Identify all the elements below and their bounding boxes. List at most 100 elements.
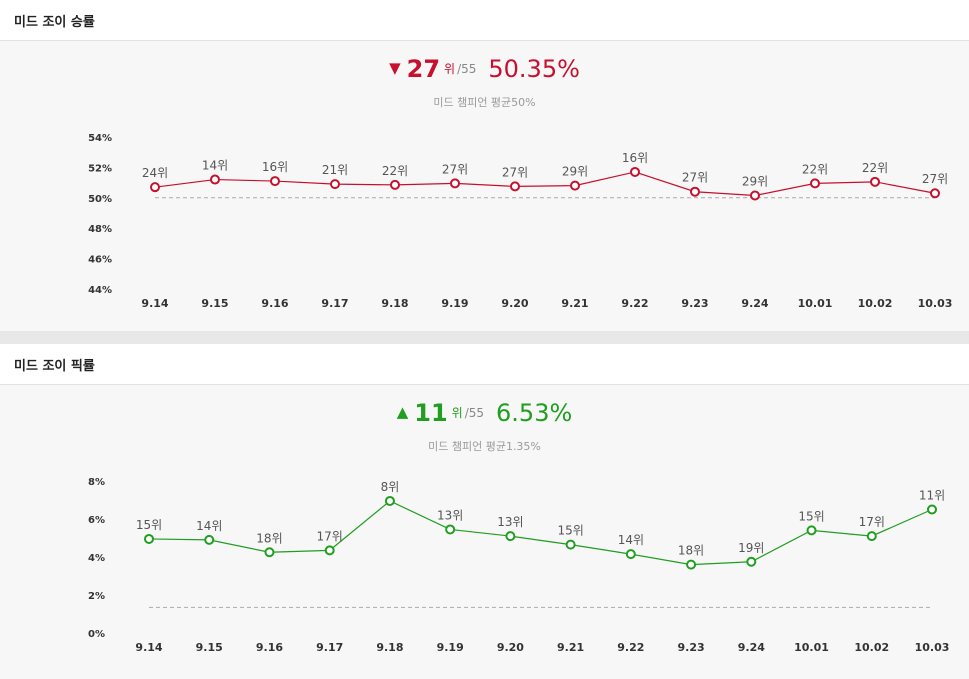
- data-point[interactable]: [927, 504, 937, 515]
- winrate-panel-header: 미드 조이 승률: [0, 0, 969, 41]
- pickrate-chart-area: ▲ 11 위/55 6.53% 미드 챔피언 평균1.35% 0% 2% 4% 6% 8% 9.…: [0, 385, 969, 679]
- rank-label: 19위: [738, 541, 764, 555]
- rank-label: 27위: [682, 171, 708, 185]
- data-point[interactable]: [570, 180, 580, 191]
- pickrate-value: 6.53%: [496, 399, 573, 427]
- rank-label: 27위: [502, 165, 528, 179]
- pickrate-panel: 미드 조이 픽률 ▲ 11 위/55 6.53% 미드 챔피언 평균1.35% 0% 2…: [0, 344, 969, 679]
- winrate-panel: 미드 조이 승률 ▼ 27 위/55 50.35% 미드 챔피언 평균50% 44% 4…: [0, 0, 969, 331]
- pickrate-rank: 11: [414, 399, 448, 427]
- data-point[interactable]: [144, 533, 154, 544]
- pickrate-line-chart: 0% 2% 4% 6% 8% 9.14 9.15 9.16 9.17 9.18 9.19 9.20 9.…: [88, 477, 950, 654]
- x-tick-label: 9.20: [497, 641, 524, 654]
- x-tick-label: 10.02: [858, 297, 893, 310]
- data-point[interactable]: [450, 178, 460, 189]
- x-tick-label: 9.24: [741, 297, 768, 310]
- data-point[interactable]: [630, 166, 640, 177]
- x-tick-label: 9.15: [201, 297, 228, 310]
- winrate-value: 50.35%: [488, 55, 580, 83]
- y-tick-label: 48%: [88, 224, 112, 235]
- rank-label: 13위: [497, 515, 523, 529]
- rank-label: 16위: [262, 160, 288, 174]
- rank-label: 18위: [256, 531, 282, 545]
- rank-label: 22위: [862, 161, 888, 175]
- winrate-chart-area: ▼ 27 위/55 50.35% 미드 챔피언 평균50% 44% 46% 48% 50% 5…: [0, 41, 969, 331]
- data-point[interactable]: [445, 524, 456, 535]
- data-point[interactable]: [210, 174, 220, 185]
- data-point[interactable]: [750, 190, 760, 201]
- x-tick-label: 9.19: [441, 297, 468, 310]
- pickrate-average-label: 미드 챔피언 평균1.35%: [428, 440, 541, 453]
- y-tick-label: 2%: [88, 591, 105, 602]
- series-line: [154, 171, 936, 197]
- data-point[interactable]: [870, 176, 880, 187]
- x-tick-label: 9.16: [261, 297, 288, 310]
- data-point[interactable]: [930, 188, 940, 199]
- data-point[interactable]: [330, 179, 340, 190]
- x-tick-label: 9.23: [681, 297, 708, 310]
- y-tick-label: 6%: [88, 515, 105, 526]
- rank-label: 22위: [802, 162, 828, 176]
- rank-up-icon: ▲: [396, 403, 409, 421]
- data-point[interactable]: [510, 181, 520, 192]
- winrate-rank-unit: 위: [444, 62, 456, 76]
- pickrate-rank-unit: 위: [451, 406, 463, 420]
- rank-label: 15위: [798, 509, 824, 523]
- rank-label: 24위: [142, 166, 168, 180]
- x-tick-label: 10.03: [915, 641, 950, 654]
- rank-label: 17위: [317, 529, 343, 543]
- x-tick-label: 9.22: [617, 641, 644, 654]
- rank-label: 8위: [381, 480, 400, 494]
- winrate-line-chart: 44% 46% 48% 50% 52% 54% 9.14 9.15 9.16 9.17 9.18 9.…: [88, 133, 952, 310]
- x-tick-label: 9.18: [381, 297, 408, 310]
- data-point[interactable]: [746, 556, 757, 567]
- x-tick-label: 9.24: [738, 641, 765, 654]
- rank-label: 27위: [442, 162, 468, 176]
- x-tick-label: 9.21: [561, 297, 588, 310]
- rank-label: 15위: [557, 524, 583, 538]
- data-point[interactable]: [806, 525, 817, 536]
- data-point[interactable]: [810, 178, 820, 189]
- data-point[interactable]: [686, 559, 697, 570]
- data-point[interactable]: [270, 176, 280, 187]
- winrate-panel-title: 미드 조이 승률: [14, 14, 95, 30]
- x-tick-label: 9.18: [376, 641, 403, 654]
- x-tick-label: 9.19: [437, 641, 464, 654]
- rank-label: 14위: [202, 159, 228, 173]
- rank-down-icon: ▼: [389, 59, 401, 77]
- rank-label: 13위: [437, 508, 463, 522]
- x-tick-label: 9.15: [196, 641, 223, 654]
- x-tick-label: 9.21: [557, 641, 584, 654]
- rank-label: 29위: [742, 175, 768, 189]
- x-tick-label: 9.22: [621, 297, 648, 310]
- data-point[interactable]: [690, 186, 700, 197]
- rank-label: 14위: [618, 533, 644, 547]
- x-tick-label: 9.20: [501, 297, 528, 310]
- data-point[interactable]: [565, 539, 576, 550]
- data-point[interactable]: [866, 531, 877, 542]
- data-point[interactable]: [150, 182, 160, 193]
- x-tick-label: 9.17: [321, 297, 348, 310]
- y-tick-label: 54%: [88, 133, 112, 144]
- data-point[interactable]: [264, 547, 275, 558]
- rank-label: 18위: [678, 544, 704, 558]
- y-tick-label: 8%: [88, 477, 105, 488]
- data-point[interactable]: [390, 179, 400, 190]
- rank-label: 14위: [196, 519, 222, 533]
- winrate-rank-total: /55: [457, 62, 477, 76]
- winrate-average-label: 미드 챔피언 평균50%: [433, 96, 536, 109]
- rank-label: 17위: [859, 515, 885, 529]
- winrate-rank: 27: [406, 55, 441, 83]
- y-tick-label: 4%: [88, 553, 105, 564]
- pickrate-panel-title: 미드 조이 픽률: [14, 358, 95, 374]
- rank-label: 27위: [922, 172, 948, 186]
- data-point[interactable]: [324, 545, 335, 556]
- x-tick-label: 10.01: [794, 641, 829, 654]
- data-point[interactable]: [625, 549, 636, 560]
- data-point[interactable]: [204, 534, 215, 545]
- y-tick-label: 44%: [88, 285, 112, 296]
- rank-label: 15위: [136, 518, 162, 532]
- data-point[interactable]: [384, 495, 395, 506]
- rank-label: 16위: [622, 151, 648, 165]
- data-point[interactable]: [505, 531, 516, 542]
